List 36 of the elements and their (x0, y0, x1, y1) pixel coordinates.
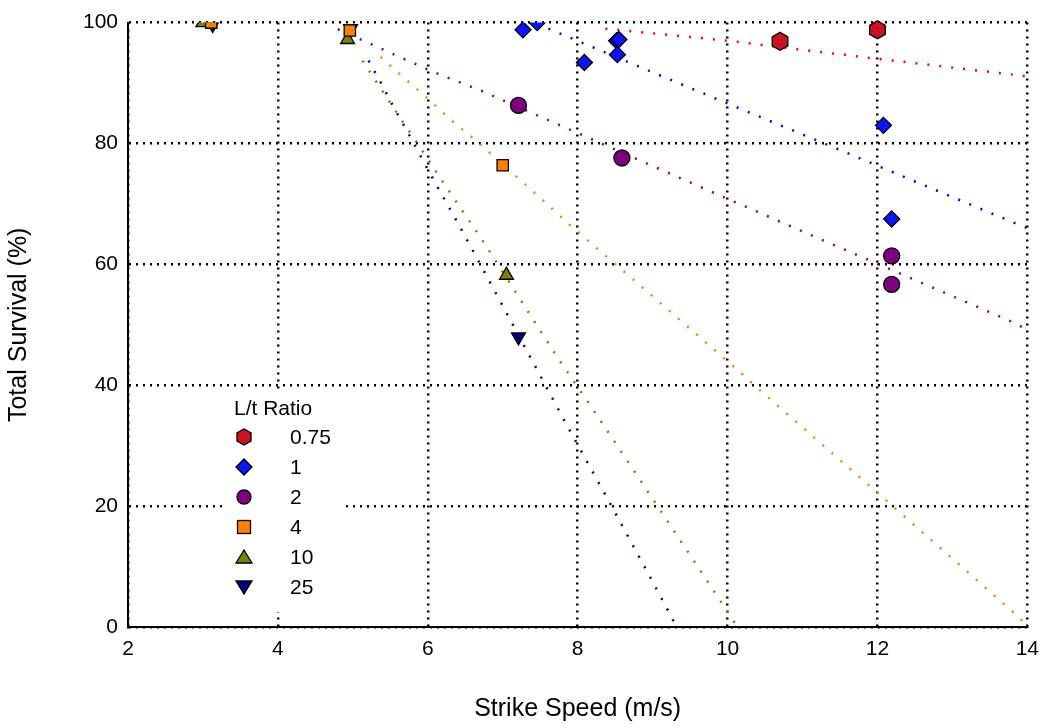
y-tick-label: 60 (94, 251, 118, 275)
legend-label: 2 (290, 485, 302, 509)
legend-label: 0.75 (290, 425, 331, 449)
point (575, 53, 594, 72)
y-axis-title: Total Survival (%) (2, 227, 31, 423)
legend-label: 1 (290, 455, 302, 479)
point (883, 275, 901, 293)
y-tick-label: 100 (82, 9, 118, 33)
point (771, 31, 789, 51)
y-tick-label: 40 (94, 372, 118, 396)
point (509, 96, 528, 115)
x-tick-label: 8 (571, 636, 584, 660)
y-tick-label: 80 (94, 130, 118, 154)
point (868, 20, 886, 40)
point (496, 158, 510, 172)
legend-label: 10 (290, 545, 314, 569)
x-tick-label: 2 (122, 636, 134, 660)
point (883, 210, 901, 228)
line-series (547, 27, 1028, 230)
x-axis-title: Strike Speed (m/s) (474, 692, 682, 721)
point (613, 149, 631, 167)
point (514, 22, 532, 39)
x-tick-label: 6 (421, 636, 434, 660)
y-tick-label: 0 (106, 613, 118, 637)
line-series (604, 27, 1028, 78)
point (874, 116, 893, 134)
legend-title: L/t Ratio (234, 396, 314, 420)
x-tick-label: 4 (272, 636, 285, 660)
point (608, 45, 627, 64)
x-tick-label: 12 (865, 636, 890, 660)
point (883, 247, 901, 265)
x-tick-label: 10 (715, 636, 740, 660)
x-tick-label: 14 (1015, 636, 1040, 660)
legend-label: 4 (290, 515, 302, 539)
y-tick-label: 20 (94, 492, 118, 516)
legend-label: 25 (290, 575, 314, 599)
